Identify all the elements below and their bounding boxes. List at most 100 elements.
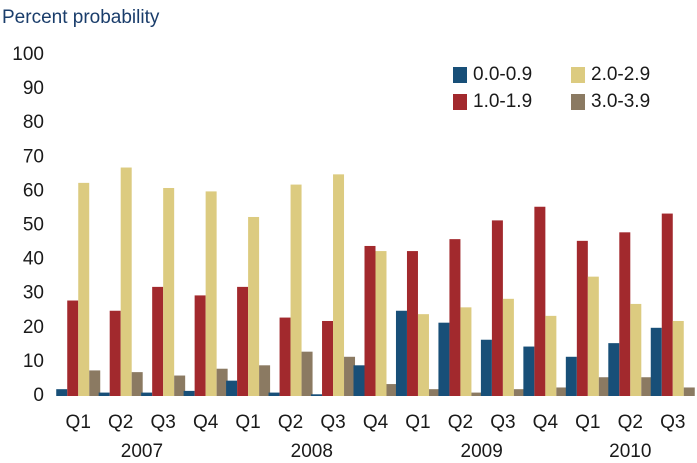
chart-title: Percent probability: [2, 7, 160, 28]
legend-label: 0.0-0.9: [473, 64, 532, 85]
bar: [120, 167, 132, 396]
bar: [194, 295, 206, 396]
bar: [534, 206, 546, 396]
x-tick-label: Q1: [66, 412, 91, 433]
x-tick-label: Q4: [193, 412, 219, 433]
x-tick-label: Q3: [320, 412, 345, 433]
bar: [513, 389, 525, 396]
bar: [344, 356, 356, 396]
bar: [290, 184, 302, 396]
bar: [523, 346, 535, 396]
bar: [428, 389, 440, 396]
bar: [683, 387, 695, 396]
bar: [183, 390, 195, 396]
bar: [152, 286, 164, 396]
bar: [672, 320, 684, 396]
y-tick-label: 10: [23, 351, 44, 372]
bar: [417, 314, 429, 396]
bar: [163, 187, 175, 396]
x-tick-label: Q3: [490, 412, 515, 433]
y-tick-label: 90: [23, 78, 44, 99]
x-tick-label: Q1: [575, 412, 600, 433]
y-tick-label: 50: [23, 215, 44, 236]
legend-label: 3.0-3.9: [591, 91, 650, 112]
y-tick-label: 70: [23, 146, 44, 167]
bar: [333, 174, 345, 396]
bar: [565, 356, 577, 396]
bar: [545, 315, 557, 396]
bar: [353, 365, 365, 396]
x-tick-label: Q1: [405, 412, 430, 433]
x-tick-label: Q2: [448, 412, 473, 433]
bar: [460, 307, 472, 396]
bar: [491, 220, 503, 396]
bar: [364, 245, 376, 396]
bar: [598, 377, 610, 396]
bar: [311, 394, 323, 396]
x-tick-label: Q2: [108, 412, 133, 433]
bar: [641, 377, 653, 396]
bar: [259, 365, 271, 396]
legend-swatch: [571, 94, 585, 110]
bar: [268, 392, 280, 396]
bar: [109, 310, 121, 396]
bar: [386, 384, 398, 396]
bar: [619, 232, 631, 396]
bar: [576, 240, 588, 396]
year-label: 2009: [461, 441, 503, 462]
year-label: 2010: [609, 441, 651, 462]
bar: [406, 251, 418, 396]
bar: [438, 322, 450, 396]
bar: [587, 276, 599, 396]
legend-label: 2.0-2.9: [591, 64, 650, 85]
y-tick-label: 40: [23, 249, 44, 270]
bar: [322, 320, 334, 396]
y-tick-label: 100: [12, 44, 44, 65]
bar: [301, 351, 313, 396]
legend-swatch: [571, 67, 585, 83]
x-tick-label: Q4: [363, 412, 389, 433]
x-tick-label: Q4: [533, 412, 559, 433]
bar: [226, 380, 238, 396]
bar: [248, 216, 260, 396]
bar: [375, 251, 387, 396]
bar: [98, 392, 110, 396]
year-label: 2008: [291, 441, 333, 462]
bar: [237, 286, 249, 396]
bar: [56, 389, 68, 396]
legend-swatch: [453, 67, 467, 83]
legend-swatch: [453, 94, 467, 110]
bar: [661, 213, 673, 396]
x-tick-label: Q3: [150, 412, 175, 433]
bar: [449, 239, 461, 396]
bar: [480, 339, 492, 396]
bar: [395, 310, 407, 396]
bar: [174, 375, 186, 396]
bar: [89, 370, 101, 396]
bar: [502, 298, 514, 396]
y-tick-label: 80: [23, 112, 44, 133]
x-tick-label: Q3: [660, 412, 685, 433]
y-tick-label: 60: [23, 180, 44, 201]
bar: [131, 372, 143, 396]
legend-label: 1.0-1.9: [473, 91, 532, 112]
bar: [556, 387, 568, 396]
bar: [78, 182, 90, 396]
bar: [608, 343, 620, 396]
bar: [471, 392, 483, 396]
x-tick-label: Q2: [278, 412, 303, 433]
bar: [279, 317, 291, 396]
bar: [141, 392, 153, 396]
bar: [650, 327, 662, 396]
x-tick-label: Q2: [618, 412, 643, 433]
bar: [67, 300, 79, 396]
x-tick-label: Q1: [235, 412, 260, 433]
bar: [216, 368, 228, 396]
y-tick-label: 0: [33, 385, 44, 406]
year-label: 2007: [121, 441, 163, 462]
bar: [205, 191, 217, 396]
y-tick-label: 30: [23, 283, 44, 304]
bar: [630, 303, 642, 396]
y-tick-label: 20: [23, 317, 44, 338]
